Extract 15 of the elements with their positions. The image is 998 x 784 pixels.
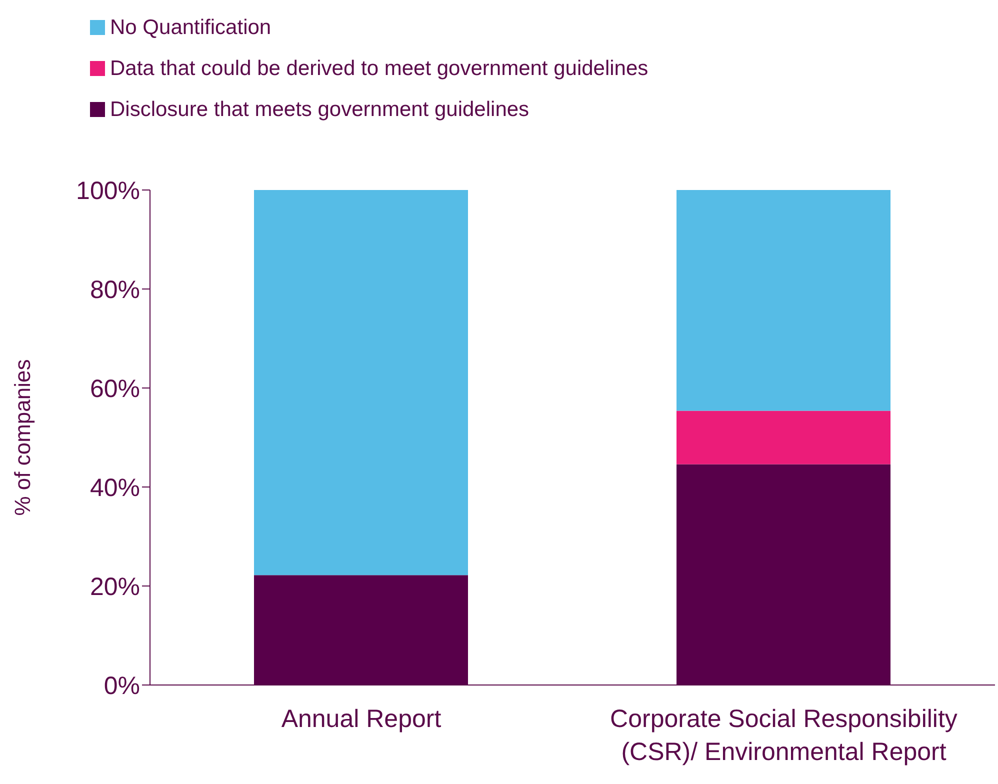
legend-label: Data that could be derived to meet government guidelines xyxy=(110,56,648,80)
y-tick-label: 100% xyxy=(76,176,140,205)
bar xyxy=(676,410,890,464)
y-tick-label: 60% xyxy=(90,374,140,403)
x-tick-label: Annual Report xyxy=(281,705,442,733)
y-tick-label: 80% xyxy=(90,276,140,304)
y-tick-label: 0% xyxy=(104,672,140,700)
y-axis-title: % of companies xyxy=(10,359,35,516)
x-tick-label: Corporate Social Responsibility (CSR)/ Environmental Report xyxy=(610,705,958,766)
bar xyxy=(676,190,890,411)
legend-label: No Quantification xyxy=(110,16,272,40)
y-tick-label: 40% xyxy=(90,474,140,502)
bar xyxy=(254,190,468,576)
legend-label: Disclosure that meets government guidelines xyxy=(110,98,530,122)
y-tick-label: 20% xyxy=(90,572,140,601)
